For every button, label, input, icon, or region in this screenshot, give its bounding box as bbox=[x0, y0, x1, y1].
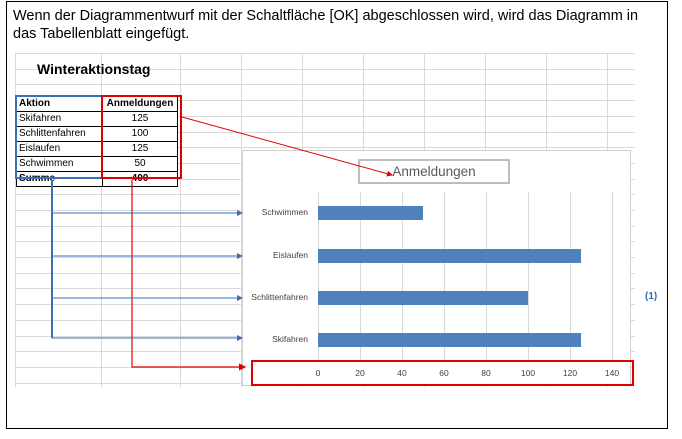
chart-gridline bbox=[444, 192, 445, 360]
chart-gridline bbox=[612, 192, 613, 360]
grid-line bbox=[241, 53, 242, 387]
x-tick-label: 40 bbox=[397, 368, 407, 378]
arrow-header-to-title bbox=[181, 116, 393, 177]
x-tick-label: 140 bbox=[604, 368, 620, 378]
footnote-marker: (1) bbox=[645, 291, 658, 302]
chart-gridline bbox=[486, 192, 487, 360]
x-axis-highlight bbox=[251, 360, 634, 386]
table-row: Schlittenfahren 100 bbox=[16, 126, 178, 142]
grid-line bbox=[101, 53, 102, 387]
x-tick-label: 60 bbox=[439, 368, 449, 378]
category-label: Skifahren bbox=[272, 334, 308, 344]
arrow-values-to-axis bbox=[131, 180, 247, 371]
chart-title[interactable]: Anmeldungen bbox=[358, 159, 510, 184]
grid-line bbox=[15, 69, 635, 70]
x-tick-label: 80 bbox=[481, 368, 491, 378]
grid-line bbox=[15, 100, 635, 101]
data-table: Aktion Anmeldungen Skifahren 125 Schlitt… bbox=[16, 96, 178, 187]
bar-schlittenfahren[interactable] bbox=[318, 291, 528, 305]
chart-gridline bbox=[570, 192, 571, 360]
x-tick-label: 20 bbox=[355, 368, 365, 378]
category-label: Schwimmen bbox=[261, 207, 308, 217]
chart-gridline bbox=[360, 192, 361, 360]
category-label: Eislaufen bbox=[273, 250, 308, 260]
bar-schwimmen[interactable] bbox=[318, 206, 423, 220]
chart-gridline bbox=[528, 192, 529, 360]
x-tick-label: 100 bbox=[520, 368, 536, 378]
grid-line bbox=[180, 53, 181, 387]
chart-gridline bbox=[402, 192, 403, 360]
caption-text: Wenn der Diagrammentwurf mit der Schaltf… bbox=[13, 8, 639, 42]
grid-line bbox=[15, 53, 635, 54]
sum-row: Summe 400 bbox=[16, 171, 178, 187]
table-row: Schwimmen 50 bbox=[16, 156, 178, 172]
grid-line bbox=[15, 116, 635, 117]
x-tick-label: 120 bbox=[562, 368, 578, 378]
category-label: Schlittenfahren bbox=[251, 292, 308, 302]
x-tick-label: 0 bbox=[315, 368, 321, 378]
chart-gridline bbox=[318, 192, 319, 360]
values-column-highlight bbox=[101, 95, 182, 179]
grid-line bbox=[15, 53, 16, 387]
grid-line bbox=[15, 84, 635, 85]
grid-line bbox=[15, 132, 635, 133]
sheet-title: Winteraktionstag bbox=[37, 61, 151, 77]
bar-skifahren[interactable] bbox=[318, 333, 581, 347]
bar-eislaufen[interactable] bbox=[318, 249, 581, 263]
grid-line bbox=[15, 147, 635, 148]
